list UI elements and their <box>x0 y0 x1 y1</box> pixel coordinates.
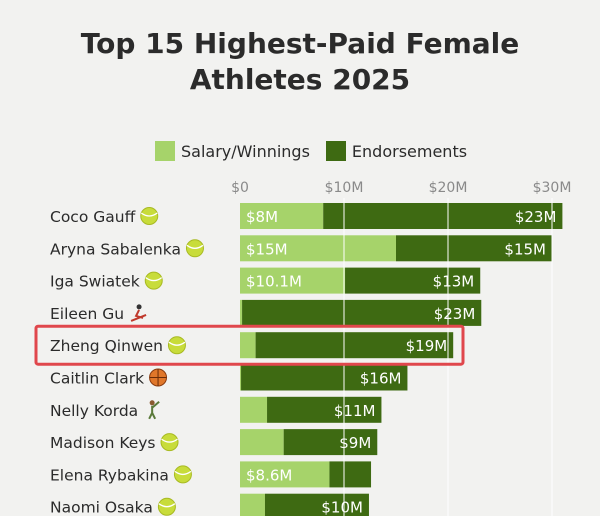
bar-salary <box>240 235 396 262</box>
bar-endorsements <box>264 493 369 516</box>
x-tick-label: $20M <box>429 180 468 196</box>
bar-salary <box>240 203 324 229</box>
golfer-icon <box>149 400 155 406</box>
bar-endorsements <box>241 364 408 391</box>
legend-label-endorsements: Endorsements <box>351 141 468 161</box>
bar-value-label-endorsements: $16M <box>360 370 402 388</box>
bar-endorsements <box>323 203 563 229</box>
legend-item-salary: Salary/Winnings <box>155 141 310 161</box>
bar-value-label-endorsements: $13M <box>433 273 475 291</box>
x-tick-label: $10M <box>325 180 364 196</box>
legend-swatch-endorsements <box>325 141 346 161</box>
athlete-name: Elena Rybakina <box>50 466 169 484</box>
chart-title-line-1: Top 15 Highest-Paid Female <box>80 27 520 60</box>
bar-value-label-endorsements: $10M <box>321 499 363 516</box>
athlete-name: Iga Swiatek <box>50 273 140 291</box>
bar-value-label-endorsements: $23M <box>515 208 557 226</box>
bar-endorsements <box>255 332 454 359</box>
bar-salary <box>240 429 284 456</box>
bar-value-label-salary: $8.6M <box>246 466 292 484</box>
chart-title-line-2: Athletes 2025 <box>189 63 411 96</box>
bar-endorsements <box>345 267 481 294</box>
bar-value-label-salary: $8M <box>246 208 278 226</box>
athlete-name: Caitlin Clark <box>50 370 144 388</box>
chart-legend: Salary/Winnings Endorsements <box>155 140 483 162</box>
x-tick-label: $0 <box>231 180 249 196</box>
highlight-box <box>34 324 465 366</box>
athlete-name: Nelly Korda <box>50 402 138 420</box>
legend-label-salary: Salary/Winnings <box>181 141 310 161</box>
bar-value-label-endorsements: $23M <box>434 305 476 323</box>
tennis-ball-seam <box>145 277 163 282</box>
bar-endorsements <box>267 396 382 423</box>
basketball-seams <box>149 369 167 386</box>
bar-value-label-endorsements: $19M <box>406 337 448 355</box>
bar-salary <box>240 364 242 391</box>
athlete-name: Eileen Gu <box>50 305 124 323</box>
bar-endorsements <box>242 299 482 326</box>
bar-value-label-salary: $15M <box>246 240 288 258</box>
skier-icon <box>136 304 142 310</box>
bar-endorsements <box>283 429 378 456</box>
athlete-name: Naomi Osaka <box>50 499 153 516</box>
skier-body <box>130 309 147 322</box>
bar-salary <box>240 493 265 516</box>
golfer-body <box>148 401 160 420</box>
bar-endorsements <box>396 235 552 262</box>
bar-value-label-endorsements: $11M <box>334 402 376 420</box>
bar-value-label-endorsements: $15M <box>504 240 546 258</box>
bar-endorsements <box>329 461 372 488</box>
tennis-ball-seam <box>158 503 176 508</box>
tennis-ball-seam <box>161 438 178 443</box>
bar-salary <box>240 299 243 326</box>
chart-title: Top 15 Highest-Paid Female Athletes 2025 <box>0 26 600 98</box>
bar-salary <box>240 396 268 423</box>
tennis-ball-seam <box>186 244 204 249</box>
bar-salary <box>240 332 256 359</box>
x-tick-label: $30M <box>533 180 572 196</box>
athlete-name: Aryna Sabalenka <box>50 240 181 258</box>
tennis-ball-seam <box>168 341 186 346</box>
bar-salary <box>240 461 330 488</box>
tennis-ball-seam <box>140 212 158 217</box>
bar-value-label-endorsements: $9M <box>339 434 371 452</box>
tennis-ball-seam <box>174 470 192 476</box>
athlete-name: Madison Keys <box>50 434 156 452</box>
athlete-name: Zheng Qinwen <box>50 337 163 355</box>
athlete-name: Coco Gauff <box>50 208 136 226</box>
legend-item-endorsements: Endorsements <box>325 141 468 161</box>
bar-value-label-salary: $10.1M <box>246 273 302 291</box>
legend-swatch-salary <box>155 141 175 161</box>
bar-salary <box>240 267 346 294</box>
